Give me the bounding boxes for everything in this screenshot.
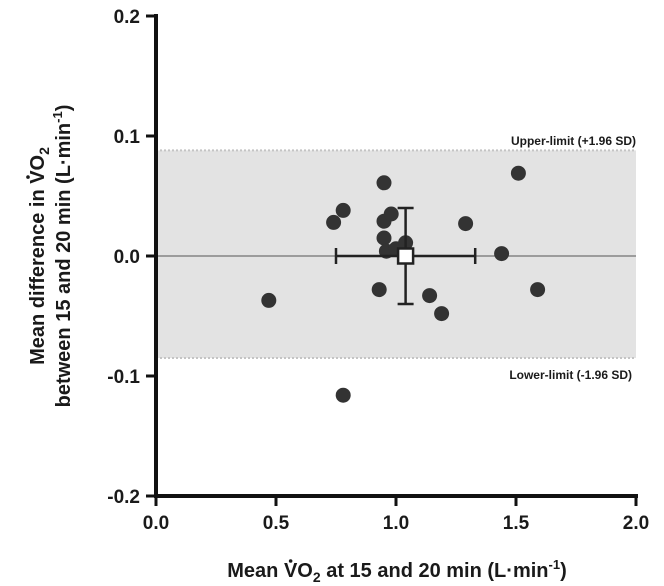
svg-text:between 15 and 20 min (L·min-1: between 15 and 20 min (L·min-1) xyxy=(50,105,75,408)
v-dot-mark xyxy=(26,175,30,179)
data-point xyxy=(422,288,438,304)
y-axis-title-line-2: between 15 and 20 min (L·min-1) xyxy=(50,105,75,408)
mean-marker-layer xyxy=(334,206,477,306)
data-point xyxy=(510,165,526,181)
data-point xyxy=(335,202,351,218)
data-point xyxy=(261,292,277,308)
upper-limit-label: Upper-limit (+1.96 SD) xyxy=(511,134,636,148)
data-point xyxy=(530,282,546,298)
mean-point-marker xyxy=(396,247,415,265)
y-tick-label: 0.1 xyxy=(114,127,141,148)
data-point xyxy=(376,175,392,191)
y-tick-label: 0.0 xyxy=(114,247,140,268)
x-tick-label: 0.0 xyxy=(143,513,169,534)
y-tick-label: -0.2 xyxy=(107,487,140,508)
y-tick-label: 0.2 xyxy=(114,7,140,28)
x-tick-label: 2.0 xyxy=(623,513,649,534)
v-dot-mark xyxy=(288,559,293,563)
data-point xyxy=(434,306,450,322)
y-axis-title-line-1: Mean difference in VO2 xyxy=(26,147,52,365)
x-tick-label: 1.5 xyxy=(503,513,530,534)
svg-text:Mean difference in VO2: Mean difference in VO2 xyxy=(27,147,52,365)
data-point xyxy=(326,214,342,230)
x-tick-label: 0.5 xyxy=(263,513,290,534)
data-point xyxy=(371,282,387,298)
axes: 0.0 0.5 1.0 1.5 2.0 -0.2 -0.1 0.0 0.1 0.2 xyxy=(107,7,649,534)
data-point xyxy=(494,246,510,262)
x-tick-label: 1.0 xyxy=(383,513,409,534)
y-tick-label: -0.1 xyxy=(107,367,140,388)
data-point xyxy=(458,216,474,232)
data-point xyxy=(376,230,392,246)
x-axis-title: Mean VO2 at 15 and 20 min (L·min-1) xyxy=(227,557,566,585)
data-point xyxy=(335,387,351,403)
data-point xyxy=(383,206,399,222)
lower-limit-label: Lower-limit (-1.96 SD) xyxy=(509,368,632,382)
